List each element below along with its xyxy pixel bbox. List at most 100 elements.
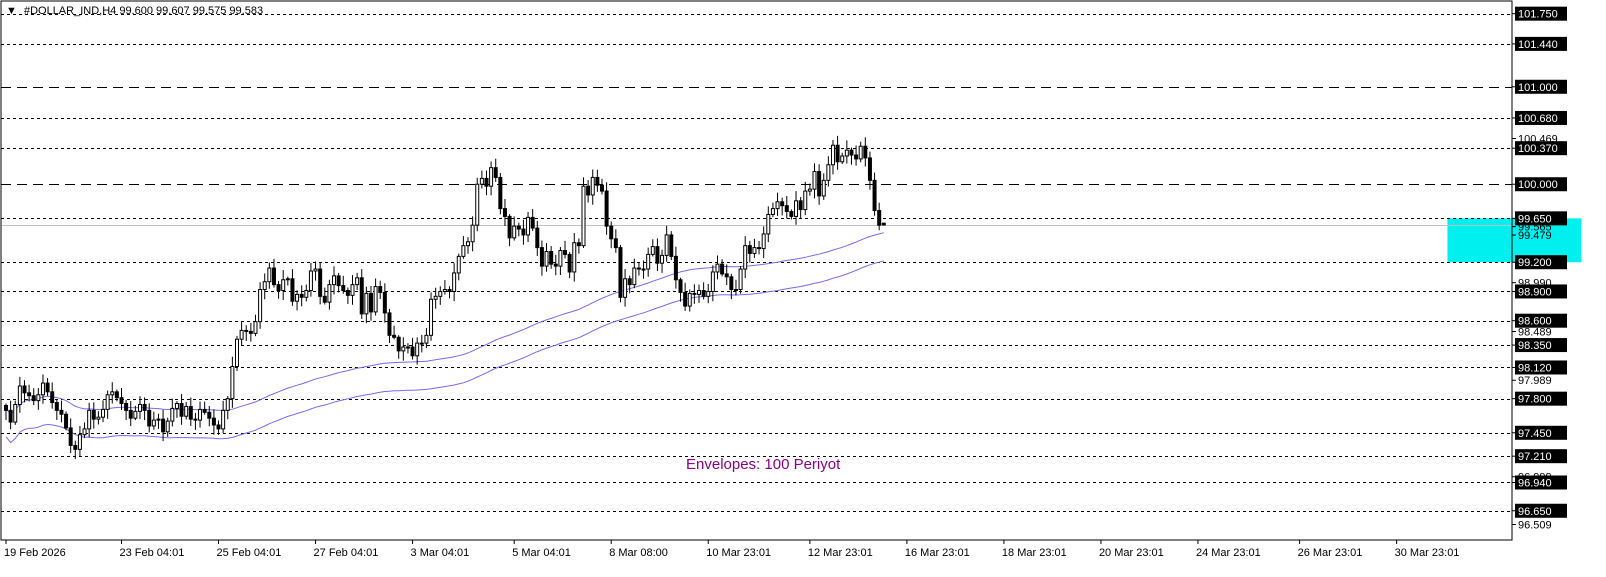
envelope-lower bbox=[5, 260, 884, 444]
candle bbox=[96, 411, 101, 425]
candle bbox=[512, 216, 517, 241]
candle bbox=[355, 272, 360, 290]
candle bbox=[567, 252, 572, 279]
candle bbox=[50, 382, 55, 409]
candle bbox=[470, 216, 475, 252]
candle bbox=[359, 269, 364, 319]
candle bbox=[174, 401, 179, 418]
candle bbox=[770, 202, 775, 218]
candle bbox=[821, 173, 826, 200]
candle bbox=[433, 287, 438, 309]
candle bbox=[475, 177, 480, 232]
candle bbox=[863, 137, 868, 167]
candle bbox=[835, 135, 840, 170]
candle bbox=[202, 401, 207, 415]
candle bbox=[563, 240, 568, 259]
price-label-box bbox=[1515, 110, 1567, 125]
candle bbox=[807, 183, 812, 196]
candle bbox=[826, 156, 831, 187]
candle bbox=[710, 265, 715, 302]
price-label-box bbox=[1515, 475, 1567, 490]
candle bbox=[31, 388, 36, 406]
candle bbox=[313, 261, 318, 281]
candle bbox=[276, 280, 281, 299]
candle bbox=[747, 240, 752, 263]
candle bbox=[170, 398, 175, 427]
candle bbox=[784, 196, 789, 219]
candle bbox=[405, 343, 410, 354]
time-tick-label: 24 Mar 23:01 bbox=[1196, 547, 1261, 559]
candle bbox=[516, 222, 521, 237]
candle bbox=[87, 402, 92, 438]
candle bbox=[221, 400, 226, 434]
price-tick-label: 99.200 bbox=[1518, 257, 1552, 269]
price-tick-label: 98.489 bbox=[1518, 327, 1552, 339]
candle bbox=[438, 286, 443, 305]
candle bbox=[549, 246, 554, 269]
candle bbox=[207, 405, 212, 427]
candle bbox=[692, 284, 697, 304]
candle bbox=[715, 255, 720, 280]
candle bbox=[572, 233, 577, 282]
price-tick-label: 100.370 bbox=[1518, 143, 1558, 155]
price-label-box bbox=[1515, 6, 1567, 21]
price-label-box bbox=[1515, 284, 1567, 299]
candle bbox=[530, 208, 535, 232]
time-tick-label: 5 Mar 04:01 bbox=[512, 547, 571, 559]
candle bbox=[558, 246, 563, 276]
candle bbox=[128, 401, 133, 426]
candle bbox=[447, 286, 452, 299]
price-tick-label: 97.450 bbox=[1518, 428, 1552, 440]
candle bbox=[4, 403, 8, 421]
candle bbox=[239, 321, 244, 345]
candle bbox=[618, 244, 623, 303]
candle bbox=[308, 262, 313, 297]
candle bbox=[211, 409, 216, 435]
time-tick-label: 16 Mar 23:01 bbox=[905, 547, 970, 559]
candle bbox=[230, 356, 235, 408]
candle bbox=[526, 211, 531, 243]
candle bbox=[378, 280, 383, 299]
candle bbox=[73, 440, 78, 460]
candle bbox=[724, 264, 729, 285]
candle bbox=[327, 279, 332, 310]
candle bbox=[507, 214, 512, 247]
price-tick-label: 100.000 bbox=[1518, 179, 1558, 191]
candle bbox=[350, 275, 355, 305]
candle bbox=[502, 198, 507, 226]
candle bbox=[68, 418, 73, 453]
horizontal-lines-layer bbox=[1, 14, 1512, 512]
price-tick-label: 99.650 bbox=[1518, 213, 1552, 225]
candle bbox=[77, 425, 82, 457]
price-label-box bbox=[1515, 391, 1567, 406]
price-tick-label: 96.509 bbox=[1518, 520, 1552, 532]
candle bbox=[114, 389, 119, 402]
candle bbox=[881, 222, 886, 226]
candle bbox=[613, 229, 618, 253]
candle bbox=[373, 278, 378, 316]
candle bbox=[401, 337, 406, 361]
candle bbox=[156, 413, 161, 429]
candle bbox=[124, 399, 129, 421]
candle bbox=[641, 260, 646, 279]
time-tick-label: 10 Mar 23:01 bbox=[706, 547, 771, 559]
candle bbox=[8, 400, 13, 430]
candle bbox=[576, 238, 581, 254]
candle bbox=[535, 221, 540, 256]
candle bbox=[586, 180, 591, 203]
candle bbox=[729, 273, 734, 300]
candle bbox=[295, 290, 300, 311]
candle bbox=[590, 169, 595, 205]
candle bbox=[489, 161, 494, 196]
price-tick-label: 98.120 bbox=[1518, 362, 1552, 374]
candle bbox=[780, 197, 785, 216]
candle bbox=[40, 374, 45, 404]
candle bbox=[345, 287, 350, 304]
time-tick-label: 19 Feb 2026 bbox=[4, 547, 66, 559]
candle bbox=[646, 247, 651, 277]
candle bbox=[466, 237, 470, 254]
candle bbox=[184, 402, 189, 420]
candle bbox=[27, 384, 32, 402]
price-label-box bbox=[1515, 449, 1567, 464]
